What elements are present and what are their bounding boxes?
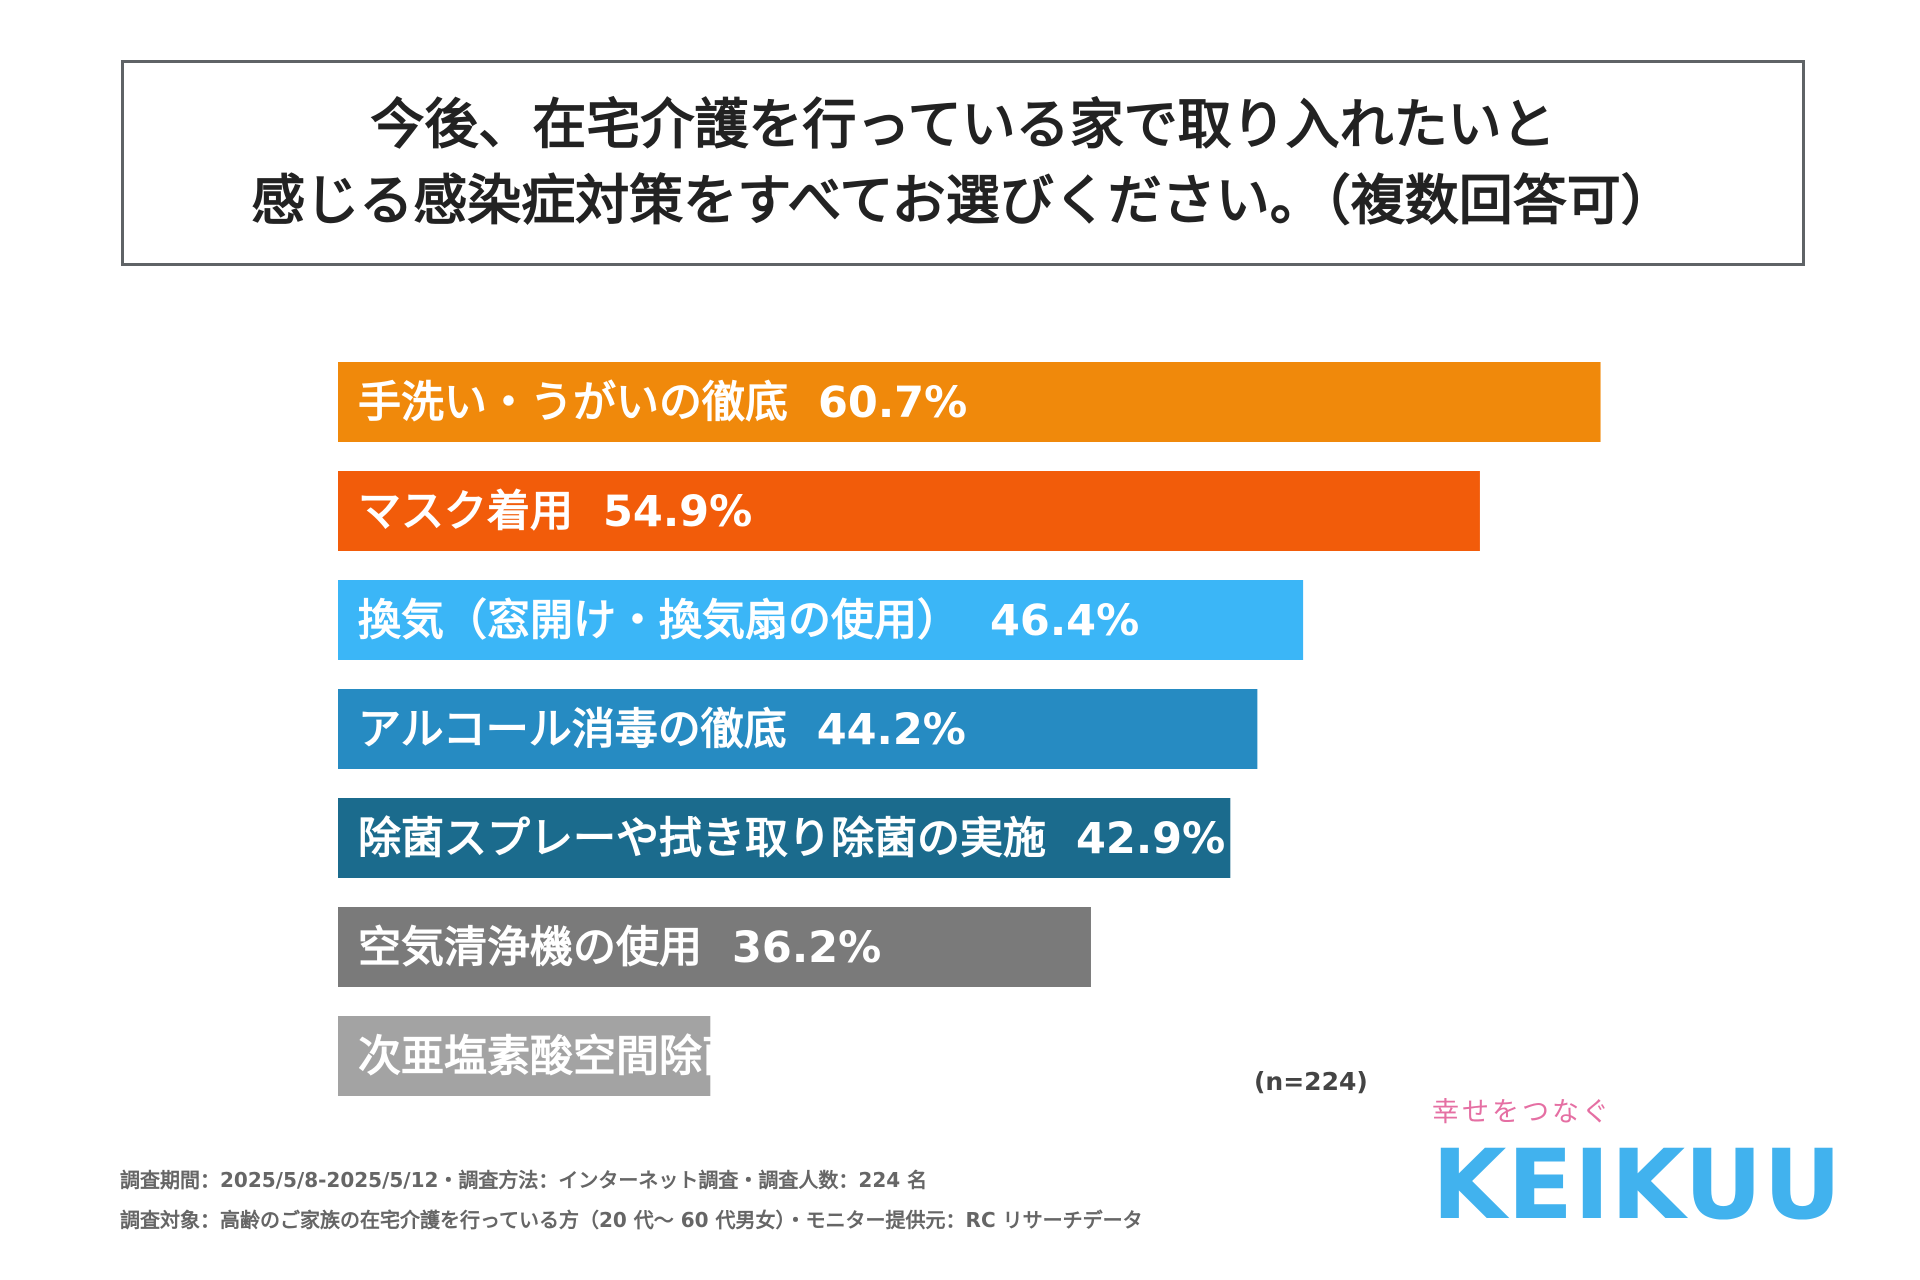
chart-title-line-1: 今後、在宅介護を行っている家で取り入れたいと bbox=[370, 93, 1556, 156]
survey-note-period: 調査期間：2025/5/8-2025/5/12・調査方法：インターネット調査・調… bbox=[120, 1168, 928, 1192]
bar-label-5: 除菌スプレーや拭き取り除菌の実施 42.9% bbox=[358, 814, 1225, 864]
bar-value-label-3: 46.4% bbox=[990, 596, 1139, 646]
bar-category-1: 手洗い・うがいの徹底 bbox=[358, 378, 788, 428]
bar-label-3: 換気（窓開け・換気扇の使用） 46.4% bbox=[358, 596, 1139, 646]
bar-category-5: 除菌スプレーや拭き取り除菌の実施 bbox=[358, 814, 1046, 864]
bar-category-3: 換気（窓開け・換気扇の使用） bbox=[358, 596, 960, 646]
bar-category-2: マスク着用 bbox=[358, 487, 573, 537]
bar-value-label-2: 54.9% bbox=[603, 487, 752, 537]
survey-note-target: 調査対象：高齢のご家族の在宅介護を行っている方（20 代～ 60 代男女）・モニ… bbox=[120, 1208, 1143, 1232]
bar-label-1: 手洗い・うがいの徹底 60.7% bbox=[358, 378, 967, 428]
bar-label-7: 次亜塩素酸空間除菌脱臭機の使用 17.9% bbox=[358, 1032, 1182, 1082]
bar-2 bbox=[338, 471, 1480, 551]
bar-label-4: アルコール消毒の徹底 44.2% bbox=[358, 705, 966, 755]
bar-value-label-6: 36.2% bbox=[732, 923, 881, 973]
bar-value-label-4: 44.2% bbox=[817, 705, 966, 755]
bar-label-2: マスク着用 54.9% bbox=[358, 487, 752, 537]
bar-4 bbox=[338, 689, 1258, 769]
bar-value-label-5: 42.9% bbox=[1076, 814, 1225, 864]
brand-tagline: 幸せをつなぐ bbox=[1432, 1097, 1612, 1128]
bar-1 bbox=[338, 362, 1601, 442]
bar-category-7: 次亜塩素酸空間除菌脱臭機の使用 bbox=[358, 1032, 1003, 1082]
bar-value-label-1: 60.7% bbox=[818, 378, 967, 428]
title-box: 今後、在宅介護を行っている家で取り入れたいと 感じる感染症対策をすべてお選びくだ… bbox=[121, 60, 1805, 266]
survey-notes: 調査期間：2025/5/8-2025/5/12・調査方法：インターネット調査・調… bbox=[120, 1160, 1143, 1240]
bar-6 bbox=[338, 907, 1091, 987]
bar-category-6: 空気清浄機の使用 bbox=[358, 923, 702, 973]
bar-value-label-7: 17.9% bbox=[1033, 1032, 1182, 1082]
bar-category-4: アルコール消毒の徹底 bbox=[358, 705, 787, 755]
sample-size-label: (n=224) bbox=[1254, 1067, 1368, 1096]
bar-5 bbox=[338, 798, 1231, 878]
brand-block: 幸せをつなぐ KEIKUU bbox=[1432, 1090, 1843, 1241]
brand-logo: KEIKUU bbox=[1432, 1129, 1843, 1241]
bar-3 bbox=[338, 580, 1304, 660]
chart-title-line-2: 感じる感染症対策をすべてお選びください。（複数回答可） bbox=[251, 169, 1675, 232]
bar-7 bbox=[338, 1016, 711, 1096]
bar-label-6: 空気清浄機の使用 36.2% bbox=[358, 923, 881, 973]
